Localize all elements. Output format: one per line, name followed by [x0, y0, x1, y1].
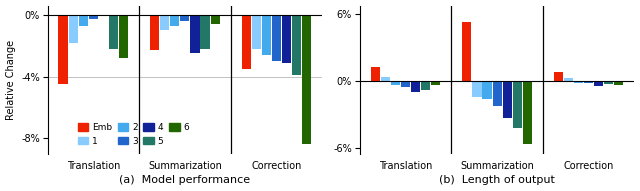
Bar [79, 15, 88, 26]
Bar [68, 15, 77, 43]
Bar [200, 15, 209, 49]
X-axis label: (b)  Length of output: (b) Length of output [439, 176, 555, 185]
Bar [594, 81, 604, 86]
Bar [462, 22, 472, 81]
Bar [513, 81, 522, 128]
Bar [190, 15, 200, 53]
Bar [614, 81, 623, 85]
X-axis label: (a)  Model performance: (a) Model performance [119, 176, 250, 185]
Bar [180, 15, 189, 21]
Bar [272, 15, 281, 61]
Bar [160, 15, 170, 30]
Bar [242, 15, 251, 69]
Bar [411, 81, 420, 92]
Bar [574, 81, 583, 83]
Bar [211, 15, 220, 24]
Bar [252, 15, 261, 49]
Bar [262, 15, 271, 55]
Bar [523, 81, 532, 144]
Y-axis label: Relative Change: Relative Change [6, 40, 15, 120]
Bar [554, 72, 563, 81]
Bar [584, 81, 593, 83]
Bar [564, 78, 573, 81]
Bar [119, 15, 128, 58]
Bar [421, 81, 430, 90]
Bar [381, 77, 390, 81]
Bar [170, 15, 179, 26]
Bar [483, 81, 492, 99]
Bar [401, 81, 410, 87]
Bar [89, 15, 98, 19]
Bar [431, 81, 440, 85]
Bar [371, 67, 380, 81]
Bar [150, 15, 159, 50]
Bar [58, 15, 68, 84]
Bar [472, 81, 481, 97]
Bar [604, 81, 613, 84]
Bar [391, 81, 400, 85]
Bar [99, 15, 108, 16]
Bar [282, 15, 291, 63]
Bar [292, 15, 301, 75]
Bar [502, 81, 512, 118]
Bar [302, 15, 311, 144]
Legend: Emb, 1, 2, 3, 4, 5, 6: Emb, 1, 2, 3, 4, 5, 6 [74, 119, 193, 149]
Bar [109, 15, 118, 49]
Bar [493, 81, 502, 106]
